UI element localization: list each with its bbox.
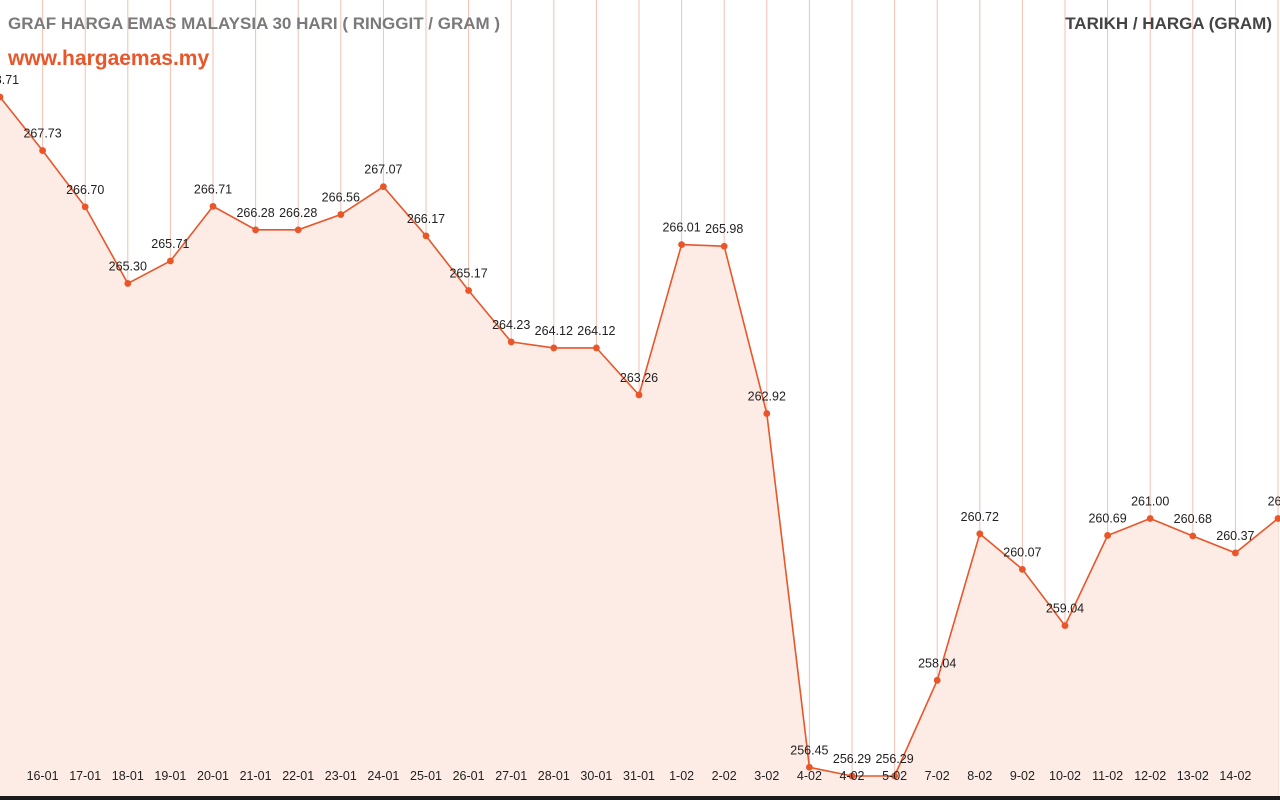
data-point [252, 226, 259, 234]
x-tick-label: 30-01 [580, 769, 612, 783]
data-label: 258.04 [918, 656, 956, 670]
data-point [1061, 622, 1069, 630]
data-point [1019, 565, 1026, 573]
data-label: 266.70 [66, 183, 104, 197]
x-tick-label: 11-02 [1092, 769, 1123, 783]
data-point [81, 203, 89, 211]
data-label: 265.17 [449, 267, 487, 281]
x-tick-label: 8-02 [967, 769, 992, 783]
data-point [0, 93, 4, 101]
bottom-bar [0, 796, 1280, 800]
data-point [593, 344, 600, 352]
x-tick-label: 3-02 [754, 769, 779, 783]
data-label: 265.71 [151, 237, 189, 251]
data-label: 261.00 [1131, 495, 1169, 509]
x-tick-label: 2-02 [712, 769, 737, 783]
data-point [720, 242, 728, 250]
data-label: 260.37 [1216, 529, 1254, 543]
x-tick-label: 10-02 [1049, 769, 1081, 783]
data-point [1189, 532, 1197, 540]
data-point [550, 344, 558, 352]
data-point [167, 257, 174, 265]
data-label: 256.29 [833, 752, 871, 766]
data-label: 268.71 [0, 73, 19, 87]
x-tick-label: 17-01 [69, 769, 101, 783]
x-tick-label: 9-02 [1010, 769, 1035, 783]
x-tick-label: 27-01 [495, 769, 527, 783]
data-point [1232, 549, 1239, 557]
data-point [806, 763, 813, 771]
x-tick-label: 19-01 [154, 769, 186, 783]
data-label: 266.28 [236, 206, 274, 220]
data-point [507, 338, 515, 346]
data-label: 267.73 [23, 127, 61, 141]
x-tick-label: 14-02 [1219, 769, 1251, 783]
data-point [848, 772, 856, 780]
x-tick-label: 28-01 [538, 769, 570, 783]
data-point [337, 211, 345, 218]
x-tick-label: 13-02 [1177, 769, 1209, 783]
chart-legend: TARIKH / HARGA (GRAM) [1065, 14, 1272, 33]
data-point [933, 676, 941, 684]
data-point [635, 391, 643, 399]
x-tick-label: 18-01 [112, 769, 144, 783]
data-label: 256.45 [790, 743, 828, 757]
data-label: 266.56 [322, 191, 360, 205]
data-label: 266.01 [662, 221, 700, 235]
x-tick-label: 12-02 [1134, 769, 1166, 783]
data-point [976, 530, 984, 538]
data-label: 263.26 [620, 371, 658, 385]
x-tick-label: 31-01 [623, 769, 655, 783]
data-label: 264.12 [535, 324, 573, 338]
data-point [1146, 515, 1154, 522]
data-label: 264.12 [577, 324, 615, 338]
data-label: 265.98 [705, 222, 743, 236]
data-point [891, 772, 898, 780]
x-tick-label: 7-02 [925, 769, 950, 783]
x-tick-label: 26-01 [453, 769, 485, 783]
chart-title: GRAF HARGA EMAS MALAYSIA 30 HARI ( RINGG… [8, 14, 501, 33]
data-label: 266.71 [194, 182, 232, 196]
data-label: 265.30 [109, 259, 147, 273]
data-point [39, 147, 46, 154]
data-label: 260.07 [1003, 545, 1041, 559]
data-label: 260.72 [961, 510, 999, 524]
x-tick-label: 20-01 [197, 769, 229, 783]
data-label: 264.23 [492, 318, 530, 332]
data-label: 266.28 [279, 206, 317, 220]
x-tick-label: 23-01 [325, 769, 357, 783]
data-label: 260.68 [1174, 512, 1212, 526]
data-point [380, 183, 387, 191]
data-point [124, 280, 132, 287]
x-tick-label: 24-01 [367, 769, 399, 783]
x-tick-label: 1-02 [669, 769, 694, 783]
x-tick-label: 5-02 [882, 769, 907, 783]
data-label: 256.29 [875, 752, 913, 766]
x-tick-label: 4-02 [839, 769, 864, 783]
data-label: 261 [1268, 495, 1280, 509]
data-point [209, 202, 217, 210]
data-label: 259.04 [1046, 602, 1084, 616]
x-tick-label: 4-02 [797, 769, 822, 783]
data-point [422, 232, 430, 240]
data-point [763, 410, 771, 417]
x-tick-label: 22-01 [282, 769, 314, 783]
x-tick-label: 25-01 [410, 769, 442, 783]
data-point [678, 241, 685, 249]
data-point [294, 226, 302, 234]
data-point [465, 287, 472, 294]
site-link[interactable]: www.hargaemas.my [8, 47, 210, 70]
data-label: 266.17 [407, 212, 445, 226]
x-tick-label: 16-01 [27, 769, 59, 783]
data-point [1104, 532, 1111, 539]
data-point [1274, 515, 1280, 522]
data-label: 260.69 [1088, 511, 1126, 525]
data-label: 267.07 [364, 163, 402, 177]
x-tick-label: 21-01 [240, 769, 272, 783]
data-label: 262.92 [748, 390, 786, 404]
price-area [0, 97, 1278, 796]
